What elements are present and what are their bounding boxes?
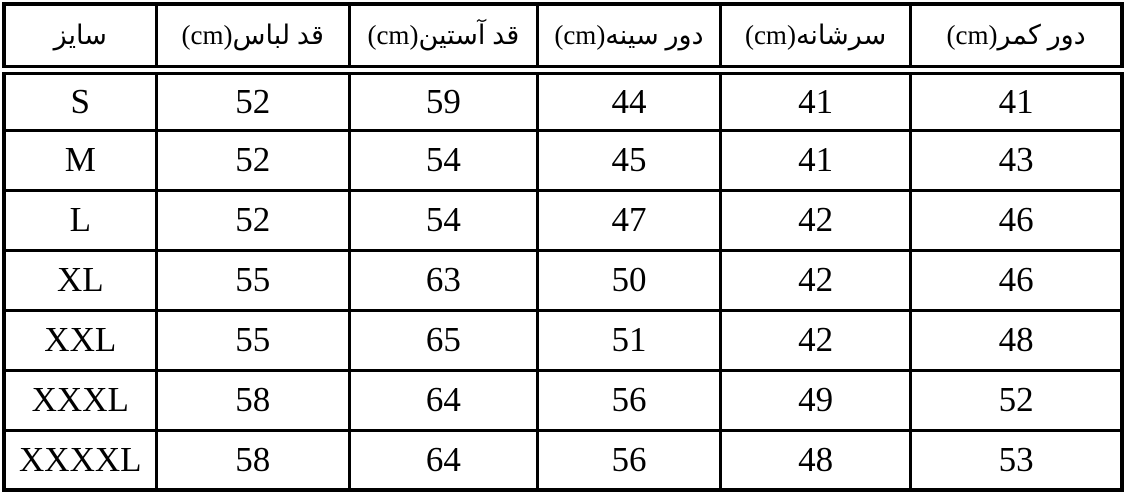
header-cell-size: سایز: [2, 2, 158, 75]
value-cell: 46: [909, 248, 1124, 312]
value-cell: 52: [154, 68, 351, 132]
size-cell: L: [2, 188, 158, 252]
value-cell: 41: [719, 68, 913, 132]
size-cell: XXXL: [2, 368, 158, 432]
value-cell: 48: [719, 428, 913, 492]
header-cell-chest: دور سینه(cm): [535, 2, 723, 75]
value-cell: 52: [154, 128, 351, 192]
size-cell: XXXXL: [2, 428, 158, 492]
value-cell: 46: [909, 188, 1124, 252]
value-cell: 56: [535, 428, 723, 492]
table-row: XXXXL 58 64 56 48 53: [2, 428, 1124, 492]
value-cell: 59: [347, 68, 539, 132]
value-cell: 51: [535, 308, 723, 372]
value-cell: 47: [535, 188, 723, 252]
header-cell-shoulder: سرشانه(cm): [719, 2, 913, 75]
header-cell-garment-length: قد لباس(cm): [154, 2, 351, 75]
value-cell: 44: [535, 68, 723, 132]
value-cell: 53: [909, 428, 1124, 492]
value-cell: 49: [719, 368, 913, 432]
value-cell: 41: [719, 128, 913, 192]
table-row: XL 55 63 50 42 46: [2, 248, 1124, 312]
value-cell: 55: [154, 248, 351, 312]
value-cell: 64: [347, 428, 539, 492]
table-row: XXXL 58 64 56 49 52: [2, 368, 1124, 432]
table-row: L 52 54 47 42 46: [2, 188, 1124, 252]
value-cell: 58: [154, 368, 351, 432]
value-cell: 45: [535, 128, 723, 192]
value-cell: 52: [909, 368, 1124, 432]
value-cell: 50: [535, 248, 723, 312]
table-header: سایز قد لباس(cm) قد آستین(cm) دور سینه(cm) س…: [2, 2, 1124, 75]
header-row: سایز قد لباس(cm) قد آستین(cm) دور سینه(cm) س…: [2, 2, 1124, 75]
value-cell: 65: [347, 308, 539, 372]
value-cell: 63: [347, 248, 539, 312]
value-cell: 58: [154, 428, 351, 492]
value-cell: 43: [909, 128, 1124, 192]
value-cell: 55: [154, 308, 351, 372]
table-body: S 52 59 44 41 41 M 52 54 45 41 43 L 52 54 47 42 46 XL 55 63 5…: [2, 68, 1124, 492]
header-cell-sleeve-length: قد آستین(cm): [347, 2, 539, 75]
header-cell-waist: دور کمر(cm): [909, 2, 1124, 75]
table-row: M 52 54 45 41 43: [2, 128, 1124, 192]
size-cell: M: [2, 128, 158, 192]
value-cell: 41: [909, 68, 1124, 132]
value-cell: 54: [347, 128, 539, 192]
value-cell: 56: [535, 368, 723, 432]
size-cell: S: [2, 68, 158, 132]
value-cell: 42: [719, 248, 913, 312]
value-cell: 54: [347, 188, 539, 252]
value-cell: 52: [154, 188, 351, 252]
table-row: XXL 55 65 51 42 48: [2, 308, 1124, 372]
value-cell: 48: [909, 308, 1124, 372]
value-cell: 42: [719, 188, 913, 252]
value-cell: 64: [347, 368, 539, 432]
value-cell: 42: [719, 308, 913, 372]
size-cell: XL: [2, 248, 158, 312]
table-row: S 52 59 44 41 41: [2, 68, 1124, 132]
size-cell: XXL: [2, 308, 158, 372]
